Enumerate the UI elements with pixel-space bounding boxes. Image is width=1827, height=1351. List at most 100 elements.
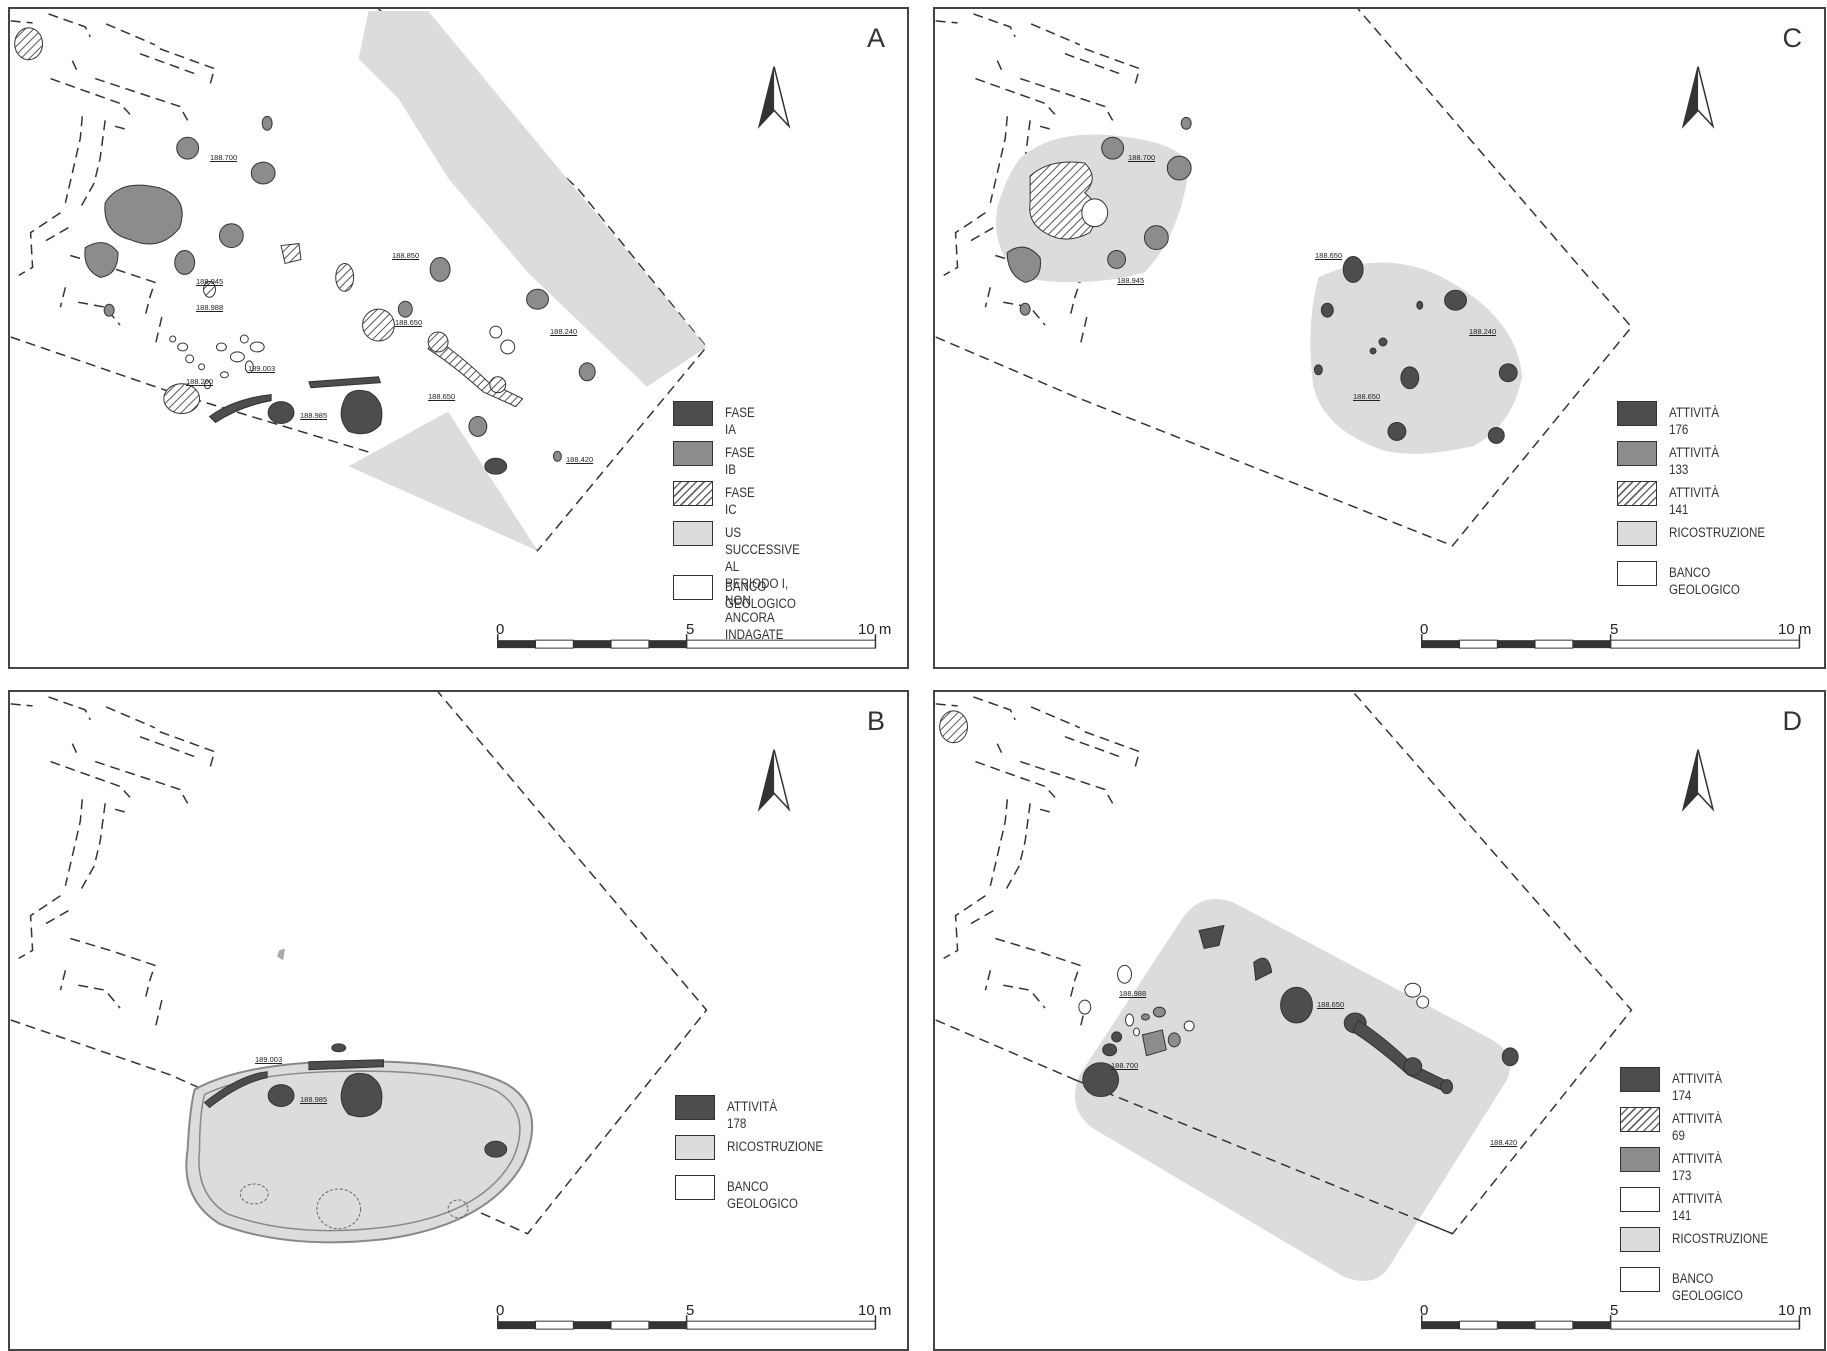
legend-item: BANCO GEOLOGICO [1617, 561, 1752, 598]
legend-swatch [1620, 1107, 1660, 1132]
legend-swatch [1620, 1067, 1660, 1092]
map-panel-d: D 188.988 188.700 188.650 188.420 ATTIVI… [933, 690, 1826, 1351]
legend-item: ATTIVITÀ 173 [1620, 1147, 1730, 1184]
elevation-label: 188.240 [1469, 327, 1496, 336]
elevation-label: 188.650 [1315, 251, 1342, 260]
scale-label: 5 [686, 1302, 694, 1319]
elevation-label: 188.650 [1353, 392, 1380, 401]
legend-swatch [1620, 1147, 1660, 1172]
legend-item: FASE IB [673, 441, 760, 478]
later-deposit-triangle [349, 412, 538, 551]
legend-item: FASE IA [673, 401, 760, 438]
legend-label: ATTIVITÀ 174 [1672, 1067, 1722, 1104]
north-arrow-icon [759, 750, 789, 810]
wall-outlines [936, 697, 1140, 1030]
legend-label: ATTIVITÀ 173 [1672, 1147, 1722, 1184]
legend-swatch [673, 401, 713, 426]
north-arrow-icon [1683, 750, 1713, 810]
elevation-label: 188.200 [186, 377, 213, 386]
elevation-label: 188.700 [1111, 1061, 1138, 1070]
legend-swatch [1617, 561, 1657, 586]
elevation-label: 189.003 [248, 364, 275, 373]
legend-label: FASE IC [725, 481, 755, 518]
elevation-label: 188.650 [1317, 1000, 1344, 1009]
elevation-label: 188.988 [1119, 989, 1146, 998]
panel-label: A [867, 23, 885, 54]
legend-swatch [1617, 521, 1657, 546]
elevation-label: 188.420 [566, 455, 593, 464]
scale-label: 10 m [858, 621, 891, 638]
scale-label: 5 [686, 621, 694, 638]
legend-label: RICOSTRUZIONE [1672, 1227, 1768, 1247]
legend-swatch [1617, 481, 1657, 506]
feature-ib [105, 185, 182, 244]
legend-swatch [673, 521, 713, 546]
legend-label: BANCO GEOLOGICO [1669, 561, 1740, 598]
legend-label: BANCO GEOLOGICO [725, 575, 796, 612]
elevation-label: 188.945 [1117, 276, 1144, 285]
legend-label: BANCO GEOLOGICO [1672, 1267, 1743, 1304]
elevation-label: 189.003 [255, 1055, 282, 1064]
legend-label: BANCO GEOLOGICO [727, 1175, 798, 1212]
legend-label: RICOSTRUZIONE [1669, 521, 1765, 541]
legend-item: ATTIVITÀ 133 [1617, 441, 1727, 478]
wall-outlines [11, 14, 215, 347]
legend-swatch [1620, 1227, 1660, 1252]
legend-swatch [1620, 1267, 1660, 1292]
north-arrow-icon [759, 67, 789, 127]
map-panel-b: B 189.003 188.985 ATTIVITÀ 178 RICOSTRUZ… [8, 690, 909, 1351]
feature-ia [341, 390, 382, 433]
scale-label: 5 [1610, 621, 1618, 638]
elevation-label: 188.650 [395, 318, 422, 327]
legend-item: ATTIVITÀ 141 [1620, 1187, 1730, 1224]
legend-swatch [1617, 441, 1657, 466]
wall-outlines [11, 697, 215, 1030]
panel-label: C [1783, 23, 1803, 54]
scale-label: 0 [1420, 621, 1428, 638]
legend-swatch [673, 575, 713, 600]
north-arrow-icon [1683, 67, 1713, 127]
legend-label: ATTIVITÀ 178 [727, 1095, 777, 1132]
elevation-label: 188.700 [1128, 153, 1155, 162]
elevation-label: 188.700 [210, 153, 237, 162]
legend-item: RICOSTRUZIONE [1617, 521, 1781, 546]
legend-swatch [675, 1095, 715, 1120]
later-deposit-band [359, 11, 707, 387]
legend-item: BANCO GEOLOGICO [1620, 1267, 1755, 1304]
scale-label: 10 m [1778, 1302, 1811, 1319]
scale-label: 5 [1610, 1302, 1618, 1319]
legend-item: RICOSTRUZIONE [1620, 1227, 1784, 1252]
legend-swatch [675, 1175, 715, 1200]
scale-label: 10 m [1778, 621, 1811, 638]
elevation-label: 188.988 [196, 303, 223, 312]
legend-item: ATTIVITÀ 176 [1617, 401, 1727, 438]
excavation-plan-b [10, 692, 907, 1349]
elevation-label: 188.650 [428, 392, 455, 401]
legend-item: ATTIVITÀ 174 [1620, 1067, 1730, 1104]
elevation-label: 188.240 [550, 327, 577, 336]
scale-label: 0 [496, 1302, 504, 1319]
legend-item: ATTIVITÀ 69 [1620, 1107, 1730, 1144]
elevation-label: 188.985 [300, 411, 327, 420]
scale-label: 0 [1420, 1302, 1428, 1319]
elevation-label: 188.945 [196, 277, 223, 286]
map-panel-a: A 188.700 188.945 188.988 188.200 189.00… [8, 7, 909, 669]
legend-swatch [675, 1135, 715, 1160]
legend-item: BANCO GEOLOGICO [673, 575, 808, 612]
legend-label: RICOSTRUZIONE [727, 1135, 823, 1155]
scale-label: 0 [496, 621, 504, 638]
legend-item: ATTIVITÀ 141 [1617, 481, 1727, 518]
legend-label: ATTIVITÀ 141 [1669, 481, 1719, 518]
elevation-label: 188.850 [392, 251, 419, 260]
legend-item: ATTIVITÀ 178 [675, 1095, 785, 1132]
legend-label: ATTIVITÀ 176 [1669, 401, 1719, 438]
legend-swatch [673, 481, 713, 506]
panel-label: B [867, 706, 885, 737]
legend-swatch [1620, 1187, 1660, 1212]
activity-141 [1030, 162, 1096, 239]
legend-item: FASE IC [673, 481, 760, 518]
legend-item: RICOSTRUZIONE [675, 1135, 839, 1160]
legend-swatch [673, 441, 713, 466]
feature-ib [85, 243, 118, 278]
elevation-label: 188.420 [1490, 1138, 1517, 1147]
